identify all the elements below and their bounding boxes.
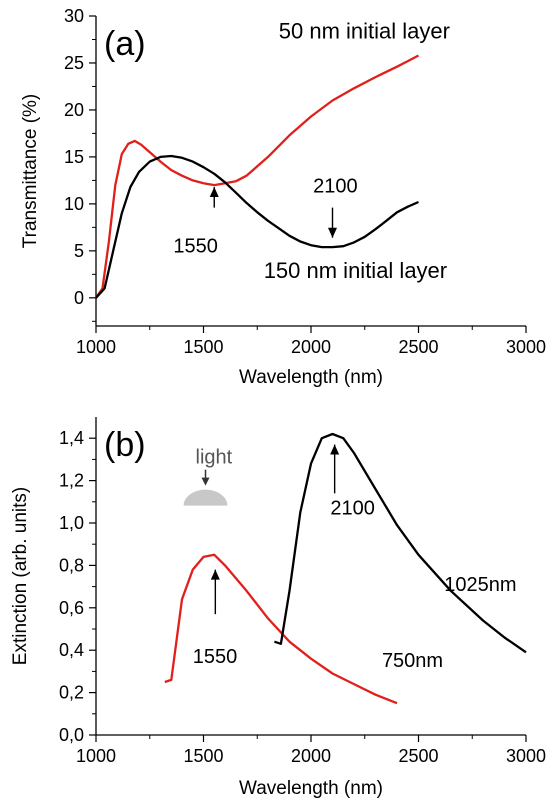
x-tick-label: 1500 bbox=[183, 337, 223, 357]
x-tick-label: 1000 bbox=[76, 746, 116, 766]
y-axis-title: Transmittance (%) bbox=[20, 94, 41, 249]
annotation-label: 2100 bbox=[313, 176, 358, 198]
y-tick-label: 0,8 bbox=[59, 555, 84, 575]
y-tick-label: 5 bbox=[74, 241, 84, 261]
x-tick-label: 3000 bbox=[506, 746, 546, 766]
y-tick-label: 0,4 bbox=[59, 640, 84, 660]
series-line-black bbox=[95, 154, 419, 299]
light-label: light bbox=[196, 447, 233, 469]
x-tick-label: 2500 bbox=[398, 337, 438, 357]
annotation-label: 750nm bbox=[382, 650, 443, 672]
y-tick-label: 30 bbox=[64, 6, 84, 26]
light-arrow-head bbox=[201, 477, 210, 486]
y-tick-label: 0 bbox=[74, 288, 84, 308]
x-tick-label: 2500 bbox=[398, 746, 438, 766]
annotation-arrow-1550-head bbox=[210, 569, 220, 580]
annotation-arrow-2100-head bbox=[330, 444, 340, 455]
y-tick-label: 0,2 bbox=[59, 683, 84, 703]
series-line-red bbox=[95, 54, 420, 299]
x-tick-label: 2000 bbox=[291, 746, 331, 766]
x-axis-title: Wavelength (nm) bbox=[239, 778, 383, 799]
y-tick-label: 25 bbox=[64, 53, 84, 73]
annotation-label: 2100 bbox=[330, 498, 375, 520]
y-tick-label: 0,6 bbox=[59, 598, 84, 618]
x-axis-title: Wavelength (nm) bbox=[239, 367, 383, 388]
panel-label: (b) bbox=[104, 426, 146, 464]
particle-dome bbox=[183, 489, 228, 506]
y-tick-label: 15 bbox=[64, 147, 84, 167]
y-axis-title: Extinction (arb. units) bbox=[10, 487, 31, 665]
annotation-label: 1550 bbox=[193, 646, 238, 668]
y-tick-label: 1,0 bbox=[59, 513, 84, 533]
annotation-label: 1025nm bbox=[444, 574, 516, 596]
panel-label: (a) bbox=[104, 25, 146, 63]
x-tick-label: 1500 bbox=[183, 746, 223, 766]
annotation-label: 1550 bbox=[173, 236, 218, 258]
chart-panel-a: 1000 1500 2000 2500 3000 0 5 10 15 20 25 30 Waveleng… bbox=[20, 6, 546, 388]
x-tick-label: 2000 bbox=[291, 337, 331, 357]
y-tick-label: 1,2 bbox=[59, 471, 84, 491]
y-tick-label: 10 bbox=[64, 194, 84, 214]
y-tick-label: 0,0 bbox=[59, 725, 84, 745]
annotation-arrow-1550-head bbox=[209, 186, 219, 197]
annotation-arrow-2100-head bbox=[328, 227, 337, 238]
annotation-label: 150 nm initial layer bbox=[264, 258, 447, 283]
series-line-black bbox=[274, 432, 527, 654]
y-tick-label: 20 bbox=[64, 100, 84, 120]
chart-panel-b: 1000 1500 2000 2500 3000 0,0 0,2 0,4 0,6 0,8 1,0 1,… bbox=[10, 417, 546, 799]
annotation-label: 50 nm initial layer bbox=[279, 19, 450, 44]
y-tick-label: 1,4 bbox=[59, 428, 84, 448]
light-icon: light bbox=[183, 447, 233, 506]
x-tick-label: 1000 bbox=[76, 337, 116, 357]
x-tick-label: 3000 bbox=[506, 337, 546, 357]
series-line-red bbox=[164, 553, 398, 705]
